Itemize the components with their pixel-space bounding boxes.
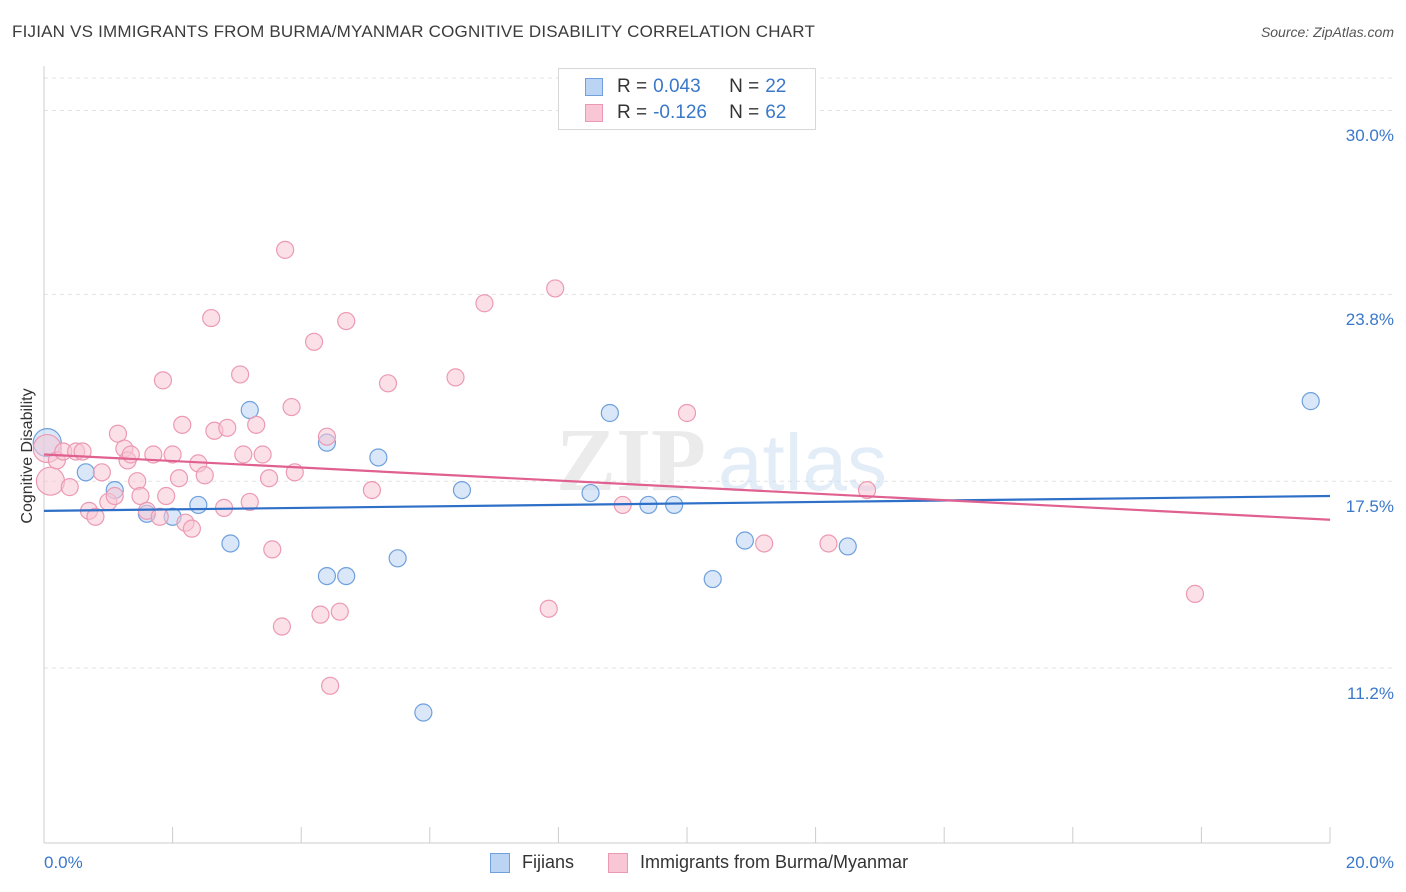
y-axis-label: Cognitive Disability [19,388,36,524]
n-value: 62 [765,102,787,123]
fijians-swatch [585,78,603,96]
fijian-point [581,483,600,503]
burma-point [92,463,111,482]
n-value: 22 [765,76,787,97]
burma-point [330,602,349,621]
burma-point [60,478,79,497]
fijian-point [76,463,95,482]
fijian-point [388,549,407,568]
r-value: 0.043 [653,76,701,97]
r-label: R = [617,102,648,123]
legend-label: Fijians [522,852,575,872]
legend-label: Immigrants from Burma/Myanmar [640,852,909,872]
burma-point [202,308,221,328]
fijian-point [838,537,857,556]
burma-point [128,472,147,491]
burma-point [304,332,324,351]
r-value: -0.126 [653,102,707,123]
legend-row-burma: R = -0.126 N = 62 [585,101,786,125]
x-tick-label-min: 0.0% [44,853,83,872]
burma-point [282,397,301,417]
source-label: Source: ZipAtlas.com [1260,24,1394,40]
burma-point [819,534,838,553]
burma-point [263,540,282,559]
fijian-point [369,448,388,467]
burma-point [1185,584,1205,603]
burma-point [234,445,253,464]
legend-item-burma[interactable]: Immigrants from Burma/Myanmar [608,852,908,873]
burma-swatch [608,852,629,873]
fijian-point [414,703,433,722]
burma-point [446,368,465,387]
burma-point [321,676,340,695]
fijian-point [221,534,240,553]
burma-point [253,445,272,464]
burma-point [231,365,250,384]
burma-point [157,486,176,506]
burma-point [153,371,173,390]
n-label: N = [729,102,760,123]
burma-point [86,507,105,526]
burma-point [259,469,279,488]
burma-point [247,415,266,434]
watermark-zip: ZIP [556,411,706,510]
y-tick-label: 30.0% [1345,126,1394,146]
burma-point [163,445,182,464]
burma-point [857,480,877,500]
r-label: R = [617,76,648,97]
burma-point [35,466,66,496]
burma-point [539,599,558,618]
series-legend: Fijians Immigrants from Burma/Myanmar [490,852,942,873]
burma-point [311,605,330,624]
x-tick-label-max: 20.0% [1345,853,1394,872]
burma-point [121,445,140,464]
burma-point [546,279,565,298]
burma-point [240,492,259,512]
correlation-legend: R = 0.043 N = 22 R = -0.126 N = 62 [558,68,816,130]
burma-point [276,240,295,259]
burma-point [362,480,382,500]
y-tick-label: 23.8% [1345,310,1394,330]
burma-point [105,486,124,506]
burma-point [755,534,774,553]
burma-point [150,507,169,526]
fijian-point [317,566,337,586]
trend-lines [43,453,1331,521]
y-tick-label: 17.5% [1345,497,1394,517]
fijian-point [452,480,472,500]
legend-item-fijians[interactable]: Fijians [490,852,574,873]
n-label: N = [729,76,760,97]
legend-row-fijians: R = 0.043 N = 22 [585,75,786,99]
fijian-point [735,531,754,550]
burma-point [272,617,292,636]
burma-point [169,469,189,488]
burma-point [182,519,201,538]
fijian-trend-line [43,494,1331,512]
burma-point [677,403,697,423]
burma-point [337,311,356,331]
fijians-swatch [490,852,510,873]
fijian-point [665,495,684,515]
burma-point [218,418,237,437]
burma-point [317,427,337,446]
chart-title: FIJIAN VS IMMIGRANTS FROM BURMA/MYANMAR … [12,22,816,41]
fijian-point [600,403,619,423]
fijian-point [189,495,208,515]
burma-point [378,374,398,393]
y-tick-label: 11.2% [1347,684,1394,704]
burma-point [475,294,494,313]
burma-trend-line [43,453,1331,521]
fijian-point [1301,392,1320,411]
fijian-point [703,569,722,589]
burma-point [173,415,192,434]
fijian-point [337,566,356,586]
burma-point [195,466,214,485]
burma-swatch [585,104,603,122]
